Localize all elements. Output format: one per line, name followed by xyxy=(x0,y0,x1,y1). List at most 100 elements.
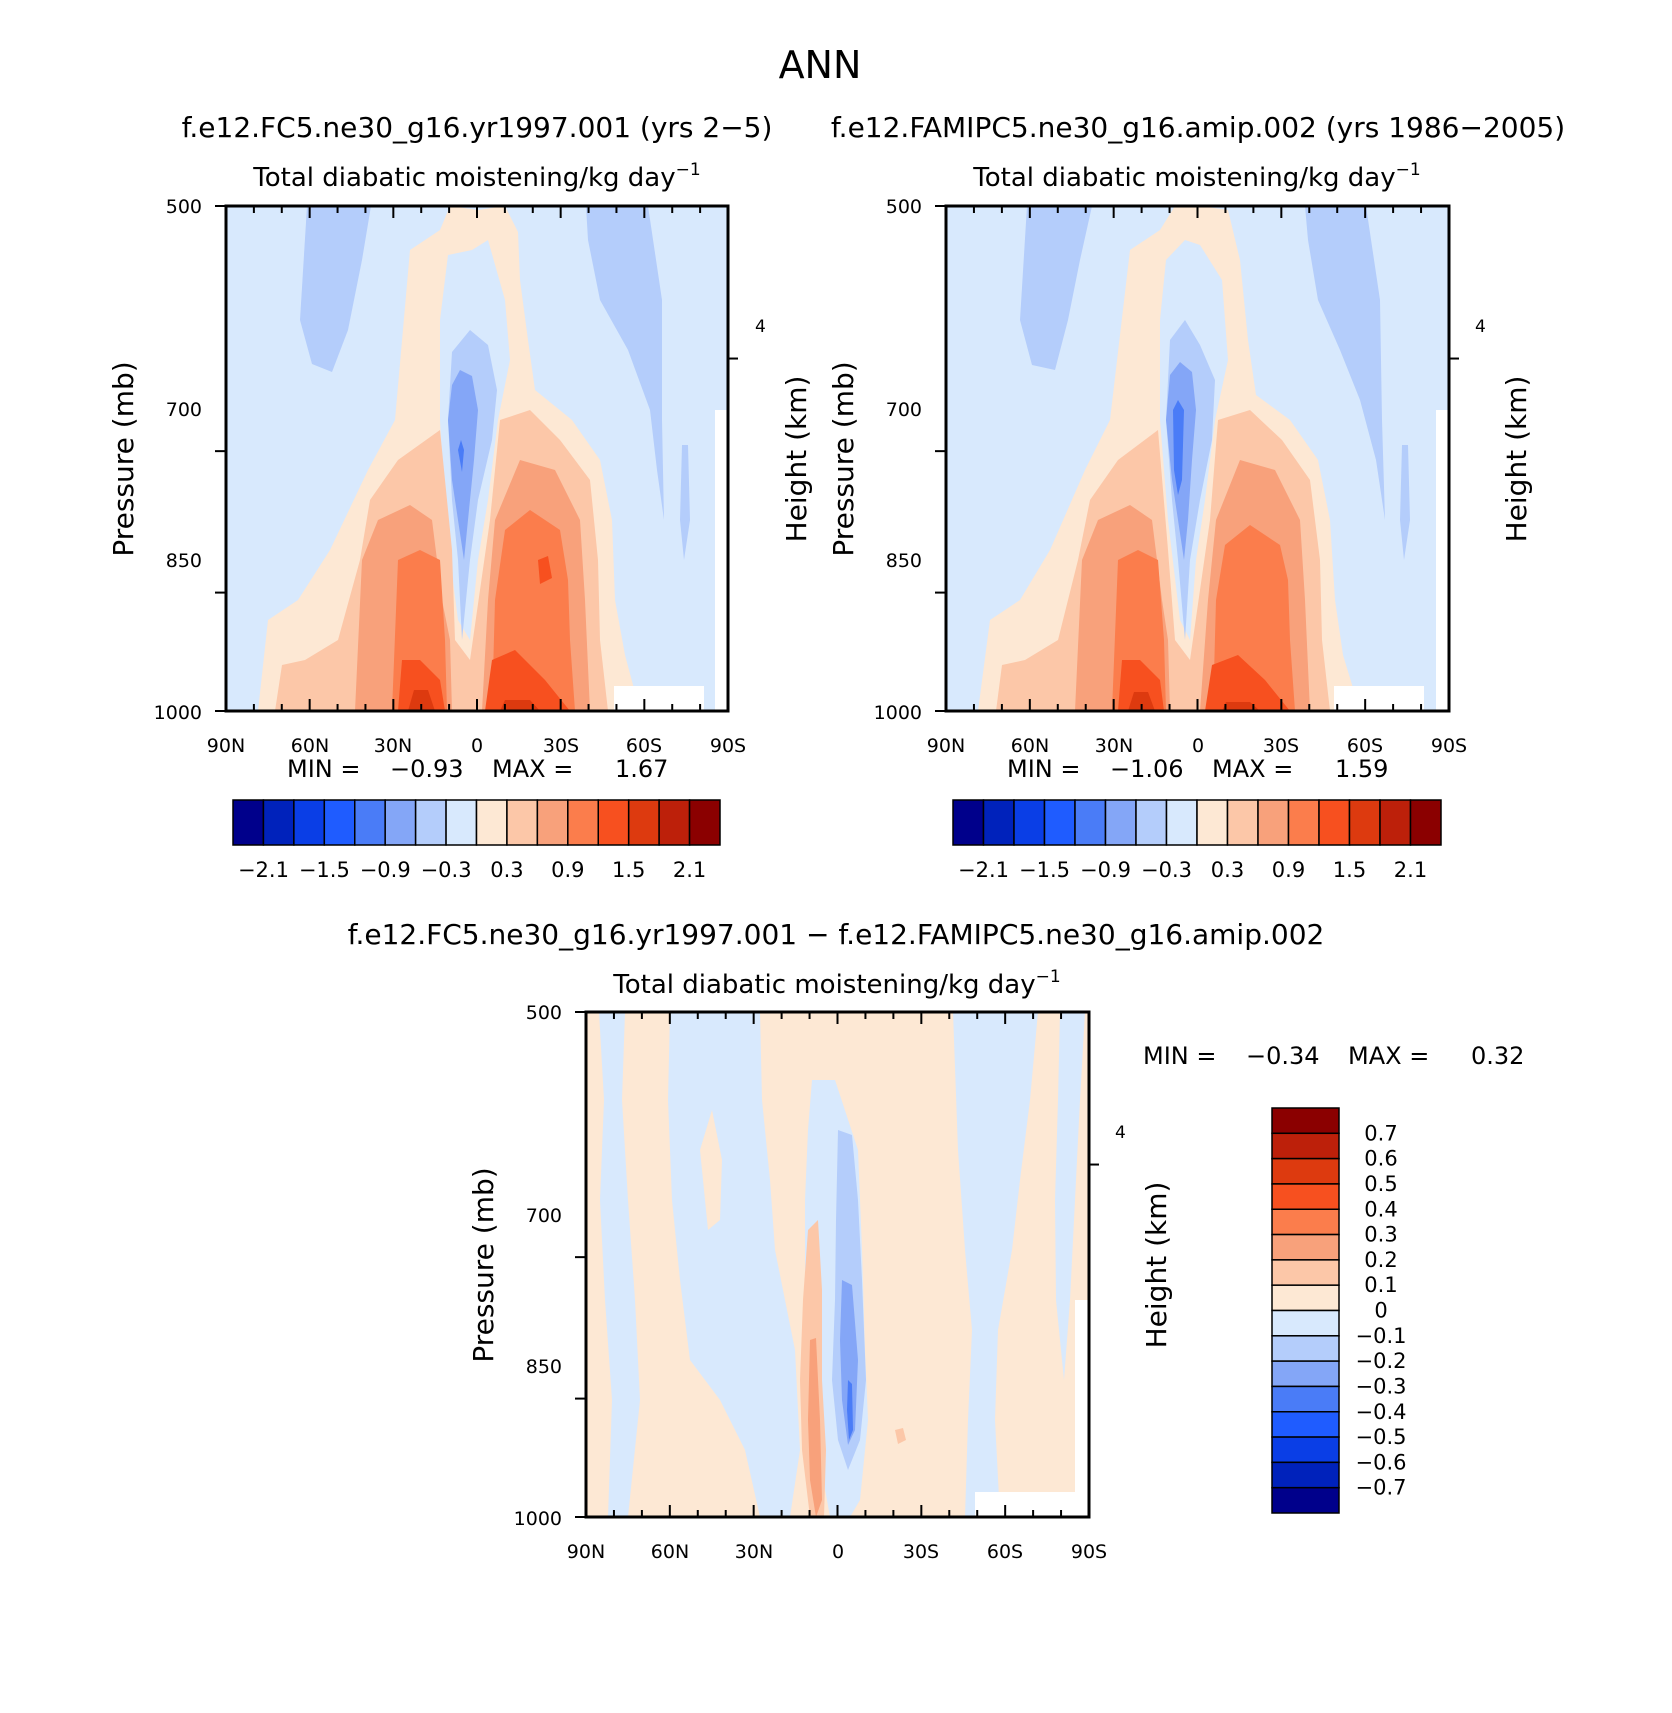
panel-3-xtick-label: 60N xyxy=(651,1541,689,1563)
panel-1-colorbar-box xyxy=(658,799,691,846)
panel-2-pos-05 xyxy=(1118,655,1290,711)
panel-1-case-title: f.e12.FC5.ne30_g16.yr1997.001 (yrs 2−5) xyxy=(182,111,773,144)
panel-3-ytick-label: 1000 xyxy=(514,1508,562,1530)
panel-3-colorbar-box xyxy=(1271,1107,1340,1135)
panel-3-missing-region xyxy=(975,1492,1089,1517)
figure-title: ANN xyxy=(779,43,862,87)
panel-2-min-label: MIN = xyxy=(1007,755,1080,783)
panel-3-colorbar: 0.70.60.50.40.30.20.10−0.1−0.2−0.3−0.4−0… xyxy=(1271,1107,1407,1514)
panel-1-y2label: Height (km) xyxy=(780,376,813,543)
panel-1-colorbar-label: 0.9 xyxy=(551,858,584,882)
panel-1-colorbar-label: −0.3 xyxy=(421,858,472,882)
panel-2-colorbar-box xyxy=(1257,799,1290,846)
panel-2-colorbar-box xyxy=(1165,799,1198,846)
panel-3-ytick-labels: 500 700 850 1000 xyxy=(514,1002,562,1530)
panel-2-colorbar-box xyxy=(1074,799,1107,846)
panel-1-contour-fill xyxy=(226,206,728,711)
panel-1-pos-max-spot xyxy=(538,556,552,584)
panel-3-pos-island xyxy=(700,1110,722,1230)
panel-1-colorbar: −2.1 −1.5 −0.9 −0.3 0.3 0.9 1.5 2.1 xyxy=(232,799,721,882)
panel-3-title-text: Total diabatic moistening/kg day xyxy=(612,970,1035,1000)
panel-2-pos-06 xyxy=(1128,692,1260,711)
panel-3-colorbar-box xyxy=(1271,1436,1340,1464)
panel-3-colorbar-label: −0.5 xyxy=(1356,1425,1407,1449)
panel-3-colorbar-box xyxy=(1271,1208,1340,1236)
panel-3-xtick-label: 30S xyxy=(903,1541,939,1563)
panel-2-ytick-label: 700 xyxy=(886,399,922,421)
panel-1-colorbar-box xyxy=(536,799,569,846)
panel-3-colorbar-box xyxy=(1271,1360,1340,1388)
panel-2-ytick-label: 1000 xyxy=(874,702,922,724)
panel-3-ytick-label: 700 xyxy=(526,1205,562,1227)
panel-3-colorbar-box xyxy=(1271,1486,1340,1514)
panel-3-neg-strip-5 xyxy=(1055,1012,1085,1380)
panel-1-pos-04 xyxy=(392,510,575,711)
panel-1-xtick-label: 90S xyxy=(710,735,746,757)
panel-3-colorbar-box xyxy=(1271,1335,1340,1362)
panel-1-ytick-label: 850 xyxy=(166,550,202,572)
panel-3-colorbar-box xyxy=(1271,1132,1340,1160)
panel-2-colorbar-label: 0.9 xyxy=(1272,858,1305,882)
panel-2-colorbar-box xyxy=(1318,799,1351,846)
panel-3-ylabel: Pressure (mb) xyxy=(467,1167,500,1362)
panel-2-neg-band-sh xyxy=(1305,206,1385,520)
panel-3-colorbar-label: −0.6 xyxy=(1356,1450,1407,1474)
panel-3-colorbar-box xyxy=(1271,1284,1340,1312)
panel-1-colorbar-box xyxy=(567,799,599,846)
panel-3-ytick-label: 500 xyxy=(526,1002,562,1024)
panel-2-colorbar-box xyxy=(1135,799,1168,846)
panel-3-ytick-label: 850 xyxy=(526,1356,562,1378)
panel-2-colorbar-box xyxy=(1287,799,1320,846)
panel-3-max-label: MAX = xyxy=(1348,1042,1429,1070)
panel-2-title-text: Total diabatic moistening/kg day xyxy=(972,163,1395,193)
panel-2-y2label: Height (km) xyxy=(1500,376,1533,543)
panel-2-plot-title: Total diabatic moistening/kg day−1 xyxy=(972,160,1420,193)
panel-1-colorbar-label: −1.5 xyxy=(299,858,350,882)
panel-1-ytick-labels: 500 700 850 1000 xyxy=(154,196,202,724)
panel-2-min-value: −1.06 xyxy=(1110,755,1184,783)
panel-2-ytick-label: 850 xyxy=(886,550,922,572)
panel-2-pos-04 xyxy=(1112,525,1295,711)
panel-1-colorbar-label: 2.1 xyxy=(673,858,706,882)
panel-3-colorbar-box xyxy=(1271,1183,1340,1210)
panel-2-xtick-label: 90S xyxy=(1431,735,1467,757)
panel-3-neg-core xyxy=(840,1280,858,1445)
panel-3-stats: MIN = −0.34 MAX = 0.32 xyxy=(1143,1042,1524,1070)
panel-3-colorbar-box xyxy=(1271,1309,1340,1337)
panel-1-xtick-labels: 90N 60N 30N 0 30S 60S 90S xyxy=(207,735,746,757)
panel-2-colorbar-label: 0.3 xyxy=(1211,858,1244,882)
panel-2-stats: MIN = −1.06 MAX = 1.59 xyxy=(1007,755,1388,783)
panel-2-colorbar: −2.1 −1.5 −0.9 −0.3 0.3 0.9 1.5 2.1 xyxy=(952,799,1442,882)
panel-2-colorbar-label: −1.5 xyxy=(1019,858,1070,882)
panel-2-y2tick-label: 4 xyxy=(1475,317,1486,337)
panel-2-missing-region xyxy=(1334,686,1424,711)
panel-2-colorbar-box xyxy=(1409,799,1442,846)
panel-3-pos-col-2 xyxy=(808,1338,822,1517)
panel-1-colorbar-label: −2.1 xyxy=(238,858,289,882)
panel-2-max-label: MAX = xyxy=(1212,755,1293,783)
panel-top-left: f.e12.FC5.ne30_g16.yr1997.001 (yrs 2−5) … xyxy=(107,111,813,882)
panel-top-right: f.e12.FAMIPC5.ne30_g16.amip.002 (yrs 198… xyxy=(827,111,1565,882)
panel-2-colorbar-box xyxy=(1196,799,1229,846)
panel-2-colorbar-label: −2.1 xyxy=(958,858,1009,882)
panel-1-neg-core-dark xyxy=(458,440,464,472)
panel-1-pos-06 xyxy=(408,690,540,711)
panel-3-max-value: 0.32 xyxy=(1471,1042,1524,1070)
panel-3-colorbar-box xyxy=(1271,1385,1340,1413)
panel-1-plot-title: Total diabatic moistening/kg day−1 xyxy=(252,160,700,193)
panel-1-colorbar-box xyxy=(293,799,326,846)
panel-2-ytick-labels: 500 700 850 1000 xyxy=(874,196,922,724)
panel-1-neg-band-far-sh xyxy=(680,445,690,560)
panel-2-colorbar-label: 2.1 xyxy=(1394,858,1427,882)
panel-2-colorbar-box xyxy=(1043,799,1076,846)
panel-2-contour-fill xyxy=(946,206,1449,711)
panel-2-xtick-label: 30N xyxy=(1095,735,1133,757)
panel-1-xtick-label: 30S xyxy=(543,735,579,757)
panel-difference: f.e12.FC5.ne30_g16.yr1997.001 − f.e12.FA… xyxy=(348,918,1525,1563)
panel-1-xtick-label: 60N xyxy=(291,735,329,757)
panel-3-colorbar-label: 0.1 xyxy=(1364,1273,1397,1297)
panel-1-max-label: MAX = xyxy=(492,755,573,783)
panel-1-neg-band-nh xyxy=(300,206,371,372)
panel-3-colorbar-label: 0.5 xyxy=(1364,1172,1397,1196)
panel-3-colorbar-label: 0.7 xyxy=(1364,1121,1397,1145)
